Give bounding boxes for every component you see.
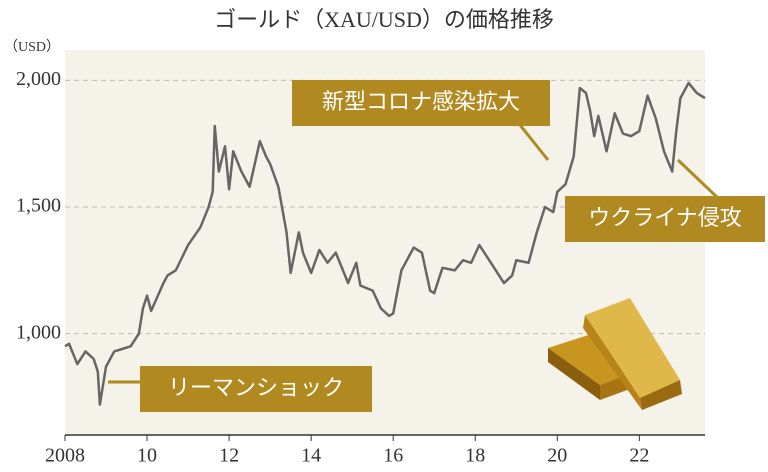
x-tick-label: 10 bbox=[137, 445, 157, 467]
annotation-label: ウクライナ侵攻 bbox=[588, 205, 742, 230]
annotation-covid: 新型コロナ感染拡大 bbox=[292, 80, 550, 161]
x-tick-label: 22 bbox=[629, 445, 649, 467]
y-axis-unit: （USD） bbox=[4, 39, 60, 55]
x-tick-label: 18 bbox=[465, 445, 485, 467]
chart-title: ゴールド（XAU/USD）の価格推移 bbox=[214, 7, 554, 32]
x-tick-label: 12 bbox=[219, 445, 239, 467]
annotation-lehman: リーマンショック bbox=[108, 366, 372, 412]
x-tick-label: 14 bbox=[301, 445, 321, 467]
y-tick-label: 1,000 bbox=[16, 321, 61, 343]
price-line bbox=[64, 81, 706, 406]
x-tick-label: 20 bbox=[547, 445, 567, 467]
annotation-label: 新型コロナ感染拡大 bbox=[322, 89, 520, 114]
y-tick-label: 1,500 bbox=[16, 195, 61, 217]
gold-bars bbox=[548, 298, 682, 410]
x-tick-label: 16 bbox=[383, 445, 403, 467]
annotation-ukraine: ウクライナ侵攻 bbox=[565, 158, 765, 242]
annotation-label: リーマンショック bbox=[168, 375, 344, 400]
y-tick-label: 2,000 bbox=[16, 68, 61, 90]
x-tick-label: 2008 bbox=[45, 445, 85, 467]
